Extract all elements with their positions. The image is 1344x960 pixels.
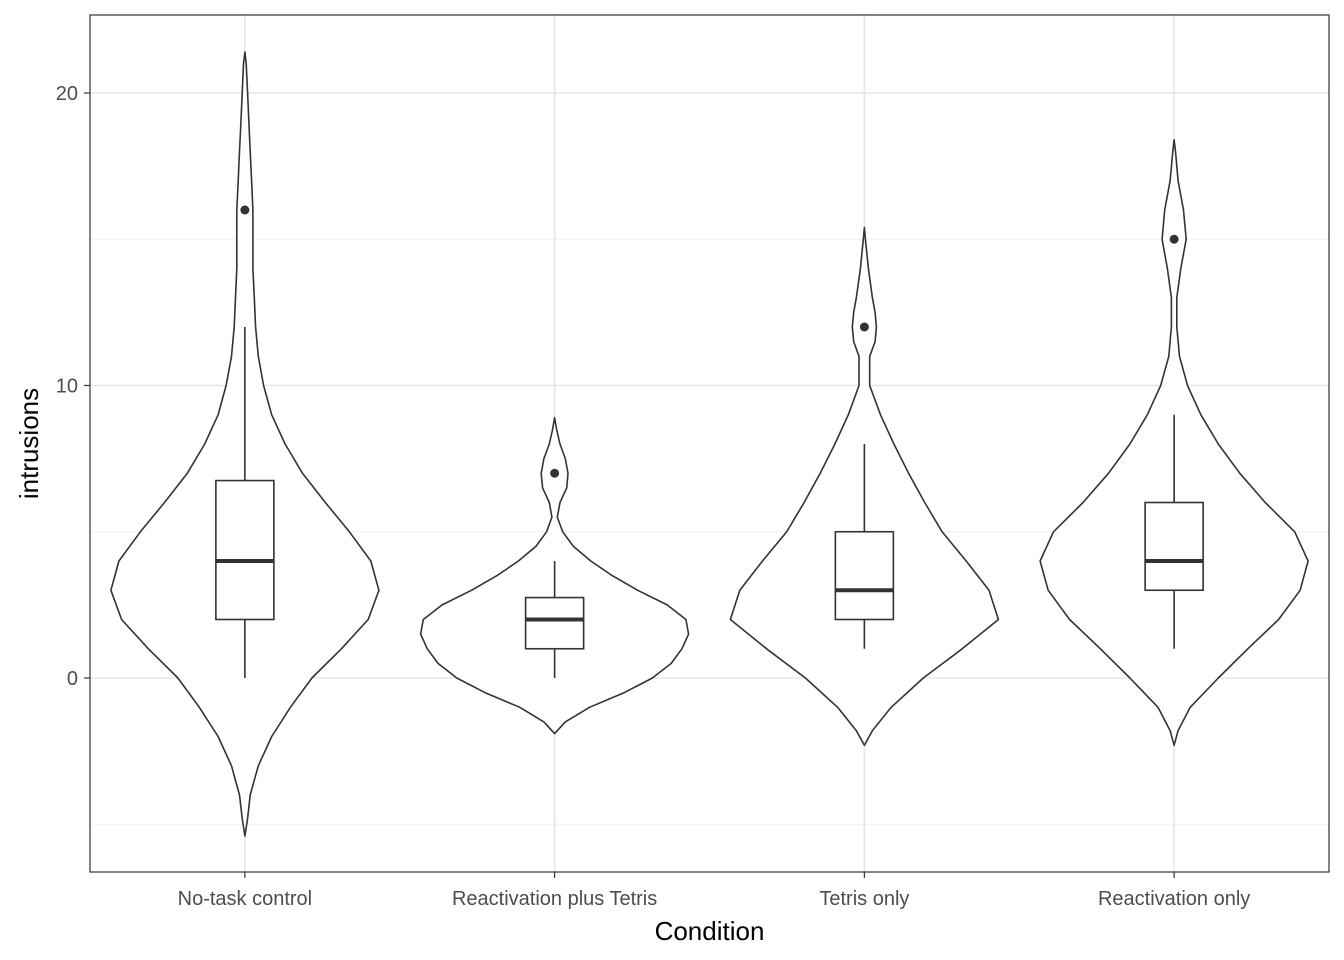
y-tick-label: 10 xyxy=(56,376,78,398)
outlier-point-3 xyxy=(859,322,869,332)
box-2 xyxy=(524,596,585,650)
outlier-point-4 xyxy=(1169,234,1179,244)
box-1 xyxy=(215,479,275,621)
box-4 xyxy=(1144,501,1204,592)
axis-ticks: 0 10 20 No-task control Reactivation plus Te… xyxy=(56,83,1251,910)
outlier-point-2 xyxy=(550,468,560,478)
x-tick-label: Reactivation only xyxy=(1098,888,1250,910)
x-tick-label: No-task control xyxy=(178,888,313,910)
y-axis-title: intrusions xyxy=(14,388,44,499)
y-tick-label: 0 xyxy=(67,668,78,690)
y-tick-label: 20 xyxy=(56,83,78,105)
outlier-point-1 xyxy=(240,205,250,215)
plot-panel-background xyxy=(90,15,1329,872)
box-3 xyxy=(834,530,895,621)
chart-marks xyxy=(110,51,1309,837)
x-tick-label: Tetris only xyxy=(819,888,909,910)
plot-panel-border xyxy=(89,14,1330,873)
x-tick-label: Reactivation plus Tetris xyxy=(452,888,657,910)
x-axis-title: Condition xyxy=(655,916,765,946)
